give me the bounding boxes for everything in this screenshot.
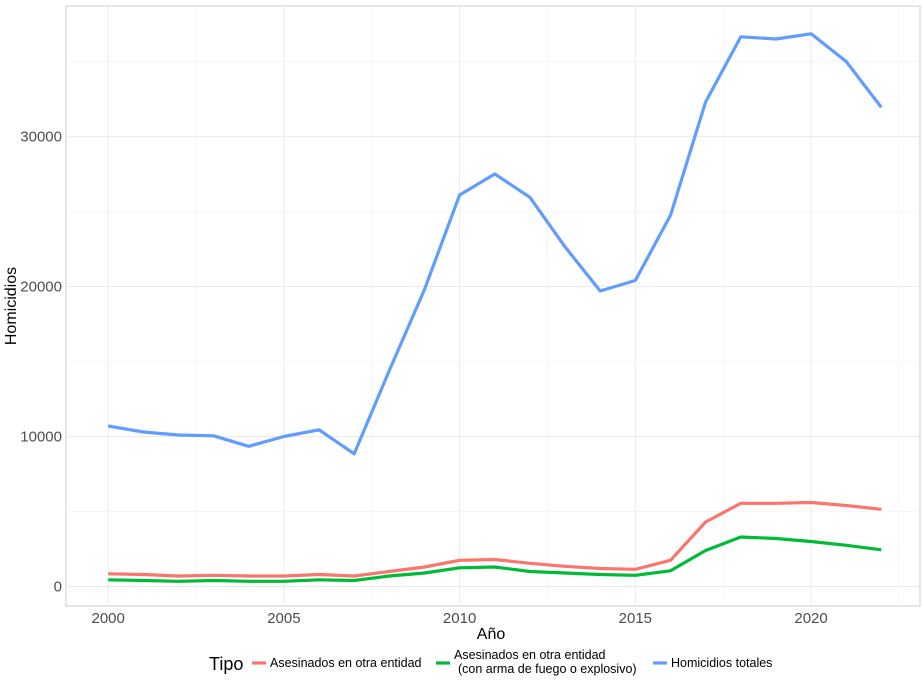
y-tick-label: 30000 bbox=[20, 129, 62, 146]
series-lines bbox=[107, 32, 883, 583]
legend-label-1: Asesinados en otra entidad bbox=[270, 656, 422, 670]
legend-item-1: Asesinados en otra entidad bbox=[252, 656, 422, 670]
y-axis-title: Homicidios bbox=[3, 267, 20, 345]
legend-label-2: Asesinados en otra entidad (con arma de f… bbox=[454, 648, 637, 676]
legend-title: Tipo bbox=[209, 654, 243, 674]
x-axis-title: Año bbox=[477, 626, 506, 643]
series-line-3 bbox=[107, 32, 883, 456]
series-line-2 bbox=[108, 535, 882, 583]
x-tick-label: 2020 bbox=[794, 610, 827, 627]
legend-label-3: Homicidios totales bbox=[671, 656, 772, 670]
gridlines bbox=[66, 6, 920, 606]
x-tick-label: 2005 bbox=[267, 610, 300, 627]
x-tick-label: 2000 bbox=[91, 610, 124, 627]
legend: Tipo Asesinados en otra entidad Asesinado… bbox=[209, 648, 772, 676]
y-tick-label: 0 bbox=[54, 579, 62, 596]
x-axis-ticks: 2000 2005 2010 2015 2020 bbox=[91, 610, 827, 627]
legend-item-2: Asesinados en otra entidad (con arma de f… bbox=[436, 648, 637, 676]
y-tick-label: 10000 bbox=[20, 429, 62, 446]
x-tick-label: 2010 bbox=[443, 610, 476, 627]
plot-panel bbox=[65, 5, 921, 607]
x-tick-label: 2015 bbox=[619, 610, 652, 627]
y-axis-ticks: 0 10000 20000 30000 bbox=[20, 129, 62, 596]
legend-item-3: Homicidios totales bbox=[653, 656, 772, 670]
y-tick-label: 20000 bbox=[20, 279, 62, 296]
series-line-1 bbox=[108, 500, 882, 578]
